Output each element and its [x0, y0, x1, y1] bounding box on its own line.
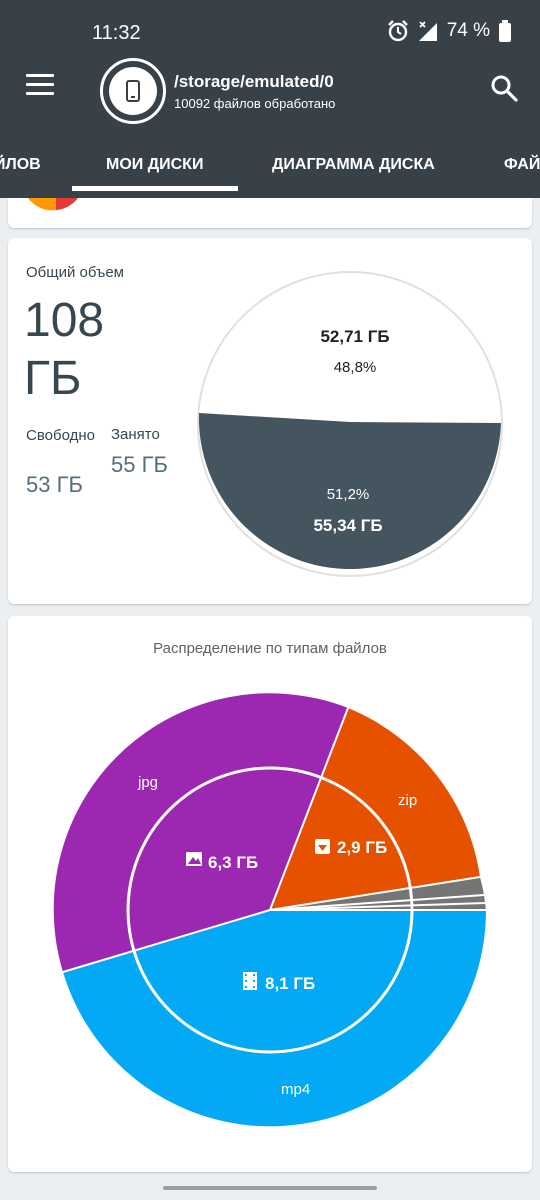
- storage-pie-chart: 52,71 ГБ 48,8% 51,2% 55,34 ГБ: [197, 271, 503, 577]
- svg-text:6,3 ГБ: 6,3 ГБ: [208, 853, 258, 872]
- file-types-chart: 6,3 ГБ 2,9 ГБ 8,1 ГБ jpg zip mp4: [52, 692, 488, 1128]
- used-slice: [198, 413, 501, 570]
- alarm-icon: [387, 20, 408, 42]
- search-icon[interactable]: [490, 74, 518, 102]
- used-size-label: 55,34 ГБ: [313, 516, 382, 535]
- storage-card: Общий объем 108 ГБ Свободно 53 ГБ Занято…: [8, 238, 532, 604]
- tab-indicator: [72, 186, 238, 191]
- images-label: 6,3 ГБ: [186, 852, 258, 872]
- svg-text:2,9 ГБ: 2,9 ГБ: [337, 838, 387, 857]
- status-icons: 74 %: [387, 20, 512, 42]
- free-label: Свободно: [26, 427, 95, 444]
- app-bar: /storage/emulated/0 10092 файлов обработ…: [0, 52, 540, 134]
- signal-icon: [418, 21, 437, 41]
- total-label: Общий объем: [26, 264, 124, 281]
- battery-percent: 74 %: [446, 20, 490, 41]
- battery-icon: [499, 20, 511, 42]
- archives-label: 2,9 ГБ: [315, 838, 387, 857]
- tab-disk-chart[interactable]: ДИАГРАММА ДИСКА: [272, 156, 435, 173]
- jpg-label: jpg: [137, 774, 158, 791]
- tab-files[interactable]: ЙЛОВ: [0, 156, 41, 173]
- mp4-label: mp4: [281, 1081, 310, 1098]
- previous-card: [8, 198, 532, 228]
- status-time: 11:32: [92, 22, 141, 44]
- used-percent-label: 51,2%: [327, 486, 370, 503]
- previous-card-chart: [28, 198, 78, 211]
- status-bar: 11:32 74 %: [0, 0, 540, 52]
- svg-text:8,1 ГБ: 8,1 ГБ: [265, 974, 315, 993]
- zip-label: zip: [398, 792, 417, 809]
- files-processed: 10092 файлов обработано: [174, 96, 336, 111]
- tab-files-next[interactable]: ФАЙ: [504, 156, 540, 173]
- tab-my-disks[interactable]: МОИ ДИСКИ: [106, 156, 204, 173]
- video-label: 8,1 ГБ: [243, 972, 315, 993]
- gesture-nav-handle[interactable]: [163, 1186, 377, 1190]
- total-value: 108 ГБ: [24, 294, 105, 405]
- free-size-label: 52,71 ГБ: [320, 327, 389, 346]
- inner-ring: [126, 766, 414, 1054]
- device-icon[interactable]: [100, 58, 166, 124]
- file-types-title: Распределение по типам файлов: [153, 640, 387, 657]
- slice-zip: [270, 708, 480, 910]
- used-value: 55 ГБ: [111, 452, 168, 477]
- storage-path: /storage/emulated/0: [174, 72, 334, 91]
- file-types-card: Распределение по типам файлов: [8, 616, 532, 1172]
- menu-icon[interactable]: [26, 74, 54, 98]
- slice-mp4: [63, 910, 487, 1127]
- free-value: 53 ГБ: [26, 472, 83, 497]
- free-percent-label: 48,8%: [334, 359, 377, 376]
- used-label: Занято: [111, 426, 160, 443]
